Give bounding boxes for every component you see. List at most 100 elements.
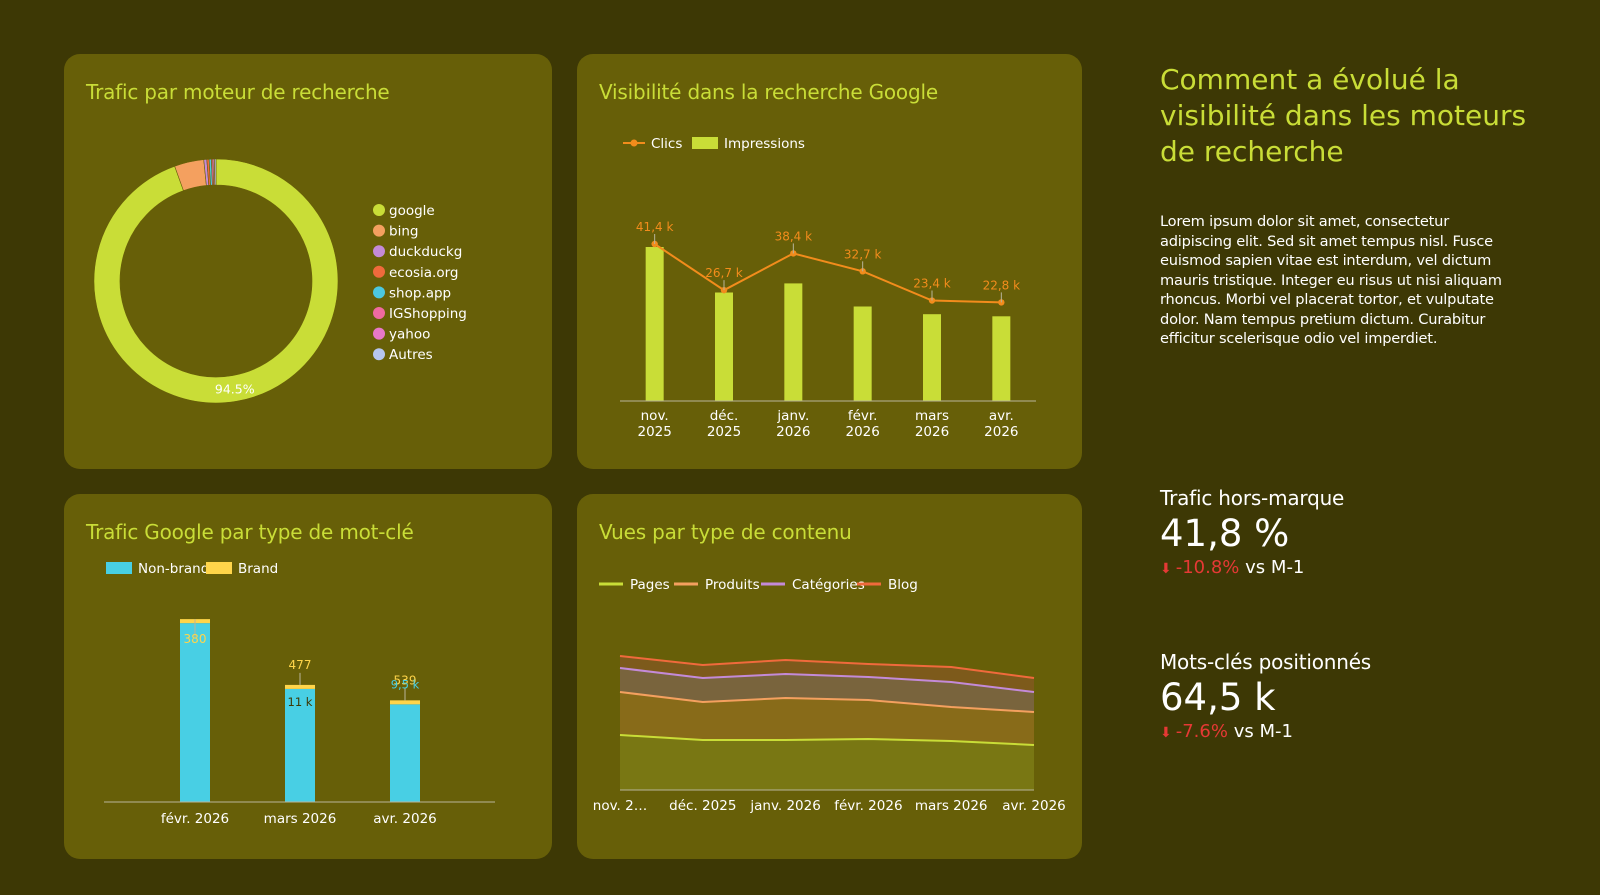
legend-marker xyxy=(373,245,385,258)
x-tick-label: janv. 2026 xyxy=(776,408,810,440)
line-blog xyxy=(619,655,1035,679)
bar-impressions xyxy=(923,314,941,401)
legend-label-produits: Produits xyxy=(705,577,760,593)
data-label-non-brand: 9,5 k xyxy=(391,677,420,691)
x-tick-label: avr. 2026 xyxy=(984,408,1018,440)
legend-marker xyxy=(373,204,385,216)
kpi-delta-value: -10.8% xyxy=(1175,557,1240,578)
kpi-delta: ⬇ -10.8% vs M-1 xyxy=(1160,557,1344,578)
content-views-panel: Vues par type de contenu Pages Produits Ca… xyxy=(577,494,1082,859)
data-label-clics: 38,4 k xyxy=(775,229,813,243)
x-tick-label-line: déc. xyxy=(710,408,739,424)
legend-marker xyxy=(373,286,385,299)
legend-label-impressions: Impressions xyxy=(724,136,805,152)
legend-label: Autres xyxy=(389,347,433,363)
kpi-label: Mots-clés positionnés xyxy=(1160,650,1372,674)
x-tick-label-line: 2026 xyxy=(845,424,879,440)
x-tick-label-line: nov. xyxy=(641,408,669,424)
legend-label-clics: Clics xyxy=(651,136,682,152)
data-label-clics: 22,8 k xyxy=(983,278,1021,292)
legend-label-blog: Blog xyxy=(888,577,918,593)
bar-non-brand xyxy=(390,704,420,802)
x-tick-label: avr. 2026 xyxy=(373,811,437,827)
x-tick-label: avr. 2026 xyxy=(1002,798,1066,814)
keyword-type-panel: Trafic Google par type de mot-clé Non-br… xyxy=(64,494,552,859)
side-description: Lorem ipsum dolor sit amet, consectetur … xyxy=(1160,213,1502,347)
x-tick-label: mars 2026 xyxy=(264,811,337,827)
legend-marker-non-brand xyxy=(106,562,132,574)
legend-marker xyxy=(373,307,385,319)
kpi-delta-value: -7.6% xyxy=(1175,721,1228,742)
x-tick-label-line: janv. xyxy=(776,408,809,424)
data-label-clics: 26,7 k xyxy=(705,266,743,280)
data-label-clics: 23,4 k xyxy=(913,277,951,291)
bar-impressions xyxy=(784,283,803,401)
data-label-brand: 477 xyxy=(289,658,312,672)
legend-label: yahoo xyxy=(389,327,430,343)
donut-data-label: 94.5% xyxy=(215,381,255,396)
legend-label-brand: Brand xyxy=(238,561,278,577)
data-label-brand: 380 xyxy=(184,632,207,646)
content-views-chart: Pages Produits Catégories Blog nov. 2… déc. 2… xyxy=(593,577,1066,814)
panel-title: Visibilité dans la recherche Google xyxy=(599,80,938,104)
x-tick-label: janv. 2026 xyxy=(749,798,820,814)
point-clics xyxy=(928,297,936,304)
x-tick-label-line: mars xyxy=(915,408,949,424)
point-clics xyxy=(720,286,728,294)
legend-marker xyxy=(373,327,385,340)
bar-impressions xyxy=(992,316,1011,401)
x-tick-label: févr. 2026 xyxy=(161,811,229,827)
visibility-chart: Clics Impressions 41,4 k 26,7 k 38,4 k 32,7 k… xyxy=(620,136,1036,440)
legend-label: IGShopping xyxy=(389,306,467,322)
data-label-clics: 41,4 k xyxy=(636,220,674,234)
x-tick-label: mars 2026 xyxy=(915,798,988,814)
bar-brand xyxy=(285,684,315,689)
x-tick-label: déc. 2025 xyxy=(669,798,736,814)
arrow-down-icon: ⬇ xyxy=(1160,561,1172,577)
keyword-type-chart: Non-brand Brand 380 févr. 2026 477 11 k mars 2… xyxy=(104,561,495,827)
data-label-non-brand: 11 k xyxy=(288,695,313,709)
traffic-by-engine-panel: Trafic par moteur de recherche 94.5% goog… xyxy=(64,54,552,469)
legend-marker xyxy=(373,348,385,361)
legend-marker-brand xyxy=(206,562,232,574)
bar-impressions xyxy=(645,247,664,401)
legend-label: bing xyxy=(389,224,418,240)
line-catégories xyxy=(619,667,1035,693)
legend-label: duckduckg xyxy=(389,244,462,260)
legend-label-non-brand: Non-brand xyxy=(138,561,209,577)
legend-label: ecosia.org xyxy=(389,265,458,281)
data-label-clics: 32,7 k xyxy=(844,247,882,261)
side-title: Comment a évolué la visibilité dans les … xyxy=(1160,63,1527,168)
data-label-brand: 539 xyxy=(394,673,417,687)
legend-label: google xyxy=(389,203,435,219)
x-tick-label: nov. 2… xyxy=(593,798,647,814)
legend-label: shop.app xyxy=(389,285,451,301)
donut-legend: google bing duckduckg ecosia.org shop.app IGS… xyxy=(373,203,467,363)
bar-non-brand xyxy=(180,623,210,802)
kpi-value: 64,5 k xyxy=(1160,676,1276,719)
x-tick-label-line: 2026 xyxy=(984,424,1018,440)
x-tick-label: févr. 2026 xyxy=(834,798,902,814)
legend-label-pages: Pages xyxy=(630,577,670,593)
x-tick-label: févr. 2026 xyxy=(845,408,879,440)
kpi-delta: ⬇ -7.6% vs M-1 xyxy=(1160,721,1371,742)
area-blog xyxy=(620,656,1034,692)
line-produits xyxy=(619,691,1035,713)
x-tick-label: nov. 2025 xyxy=(637,408,671,440)
line-pages xyxy=(619,734,1035,746)
donut-slice-autres xyxy=(214,158,217,186)
kpi-delta-suffix: vs M-1 xyxy=(1245,557,1305,578)
kpi-ranked-keywords: Mots-clés positionnés 64,5 k ⬇ -7.6% vs M… xyxy=(1160,650,1371,742)
kpi-value: 41,8 % xyxy=(1160,512,1290,555)
donut-chart: 94.5% google bing duckduckg ecosia.org shop.a… xyxy=(93,158,467,404)
x-tick-label: mars 2026 xyxy=(915,408,949,440)
area-pages xyxy=(620,735,1034,790)
legend-marker xyxy=(373,224,385,237)
x-tick-label-line: févr. xyxy=(848,408,878,424)
x-tick-label-line: 2025 xyxy=(637,424,671,440)
bar-impressions xyxy=(715,292,733,401)
panel-title: Vues par type de contenu xyxy=(599,520,852,544)
legend-label-catégories: Catégories xyxy=(792,577,865,593)
x-tick-label-line: 2026 xyxy=(776,424,810,440)
x-tick-label-line: 2026 xyxy=(915,424,949,440)
